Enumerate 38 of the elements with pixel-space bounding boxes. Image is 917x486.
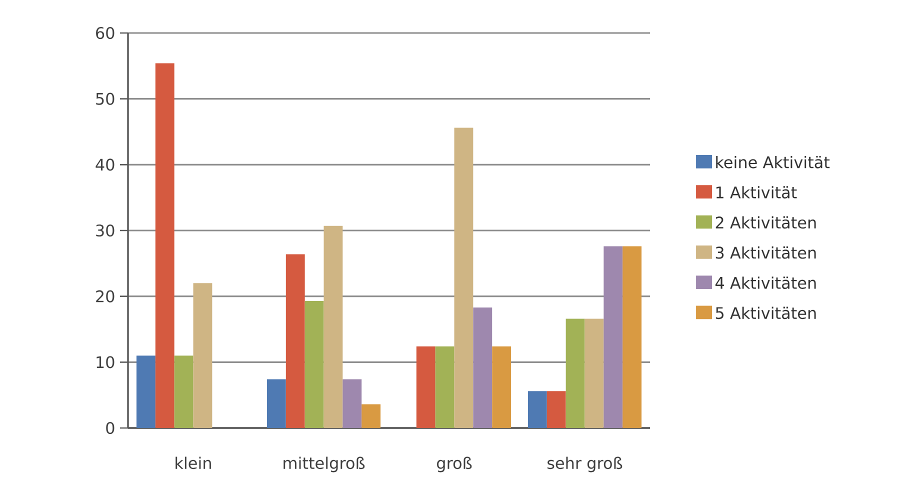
x-tick-label: mittelgroß xyxy=(284,456,365,472)
y-tick-label: 40 xyxy=(96,158,114,171)
legend-label: 2 Aktivitäten xyxy=(716,216,816,229)
bar xyxy=(136,356,156,428)
legend-label: 5 Aktivitäten xyxy=(716,306,816,320)
bar xyxy=(566,318,585,428)
x-tick-label: sehr groß xyxy=(547,456,622,472)
x-tick-label: klein xyxy=(176,456,211,470)
bar xyxy=(584,318,604,428)
bar xyxy=(193,283,212,428)
bar xyxy=(622,246,642,428)
y-tick-label: 60 xyxy=(96,26,114,40)
x-tick-label: groß xyxy=(437,456,472,472)
bar xyxy=(266,379,286,428)
legend-label: keine Aktivität xyxy=(716,156,830,168)
bar xyxy=(174,356,194,428)
y-tick-label: 10 xyxy=(96,356,114,368)
bar xyxy=(546,391,566,428)
bar xyxy=(604,246,623,428)
legend-label: 3 Aktivitäten xyxy=(716,246,816,259)
bar xyxy=(492,346,512,428)
bar xyxy=(362,404,381,428)
bar xyxy=(342,379,362,428)
y-tick-label: 0 xyxy=(106,422,114,434)
bar xyxy=(155,63,174,428)
legend-label: 4 Aktivitäten xyxy=(715,276,816,289)
bar xyxy=(324,226,343,428)
legend-label: 1 Aktivität xyxy=(716,186,797,198)
y-tick-label: 30 xyxy=(96,224,114,237)
bar xyxy=(473,308,492,428)
bar xyxy=(416,346,436,428)
bar xyxy=(454,128,474,428)
bar xyxy=(304,300,324,428)
bar xyxy=(528,391,547,428)
bar xyxy=(286,254,305,428)
bar xyxy=(435,346,454,428)
y-tick-label: 20 xyxy=(96,290,114,302)
y-tick-label: 50 xyxy=(96,92,114,105)
